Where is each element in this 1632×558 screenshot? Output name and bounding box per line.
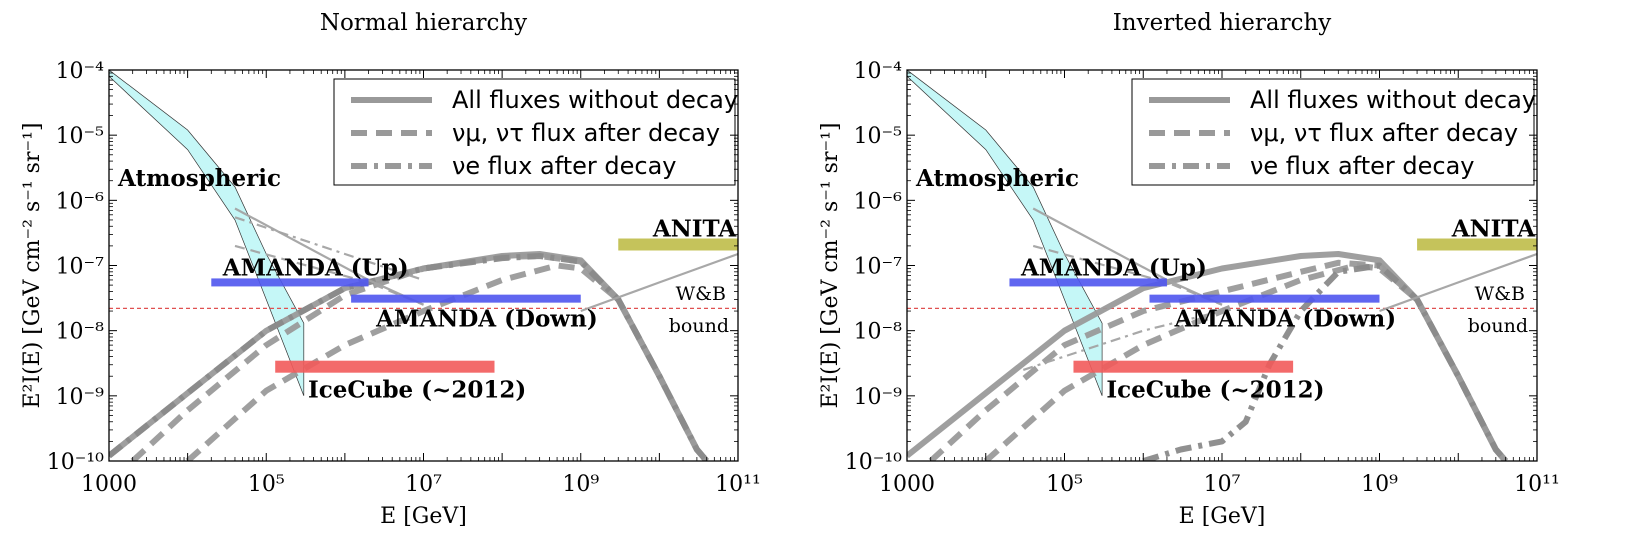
chart-title: Normal hierarchy [320, 10, 527, 36]
band-amanda-down [1149, 294, 1380, 303]
y-tick-label: 10⁻⁴ [854, 59, 903, 84]
label-amanda-up: AMANDA (Up) [1020, 254, 1207, 281]
legend-entry-dashed: νμ, ντ flux after decay [452, 119, 720, 147]
label-wb: W&B [676, 283, 726, 305]
x-axis-label: E [GeV] [1179, 504, 1266, 529]
y-tick-label: 10⁻⁸ [56, 320, 105, 345]
plot-area [109, 70, 738, 461]
band-anita [618, 238, 738, 251]
y-tick-label: 10⁻⁶ [854, 189, 903, 214]
series-3 [130, 253, 709, 461]
y-axis-label: E²I(E) [GeV cm⁻² s⁻¹ sr⁻¹] [20, 123, 45, 409]
legend-entry-dashdot: νe flux after decay [452, 152, 676, 180]
series-8 [580, 252, 738, 313]
y-tick-label: 10⁻⁴ [56, 59, 105, 84]
band-icecube-2012 [1073, 360, 1294, 373]
legend-entry-dashed: νμ, ντ flux after decay [1250, 119, 1518, 147]
label-amanda-down: AMANDA (Down) [375, 306, 598, 333]
band-anita [1417, 238, 1537, 251]
label-icecube-2012: IceCube (~2012) [1106, 377, 1324, 404]
y-tick-label: 10⁻⁵ [854, 124, 902, 149]
y-tick-label: 10⁻¹⁰ [47, 450, 104, 475]
x-tick-label: 10⁵ [248, 472, 285, 497]
x-tick-label: 10⁹ [1361, 472, 1398, 497]
y-tick-label: 10⁻⁵ [56, 124, 104, 149]
label-anita: ANITA [652, 216, 737, 243]
x-tick-label: 10⁹ [562, 472, 599, 497]
y-tick-label: 10⁻⁷ [56, 255, 105, 280]
plot-area [907, 70, 1537, 461]
x-tick-label: 1000 [879, 472, 935, 497]
label-wb: W&B [1475, 283, 1525, 305]
series-4 [109, 253, 709, 461]
y-tick-label: 10⁻⁸ [854, 320, 903, 345]
x-tick-label: 10¹¹ [715, 472, 761, 497]
legend-entry-dashdot: νe flux after decay [1250, 152, 1474, 180]
x-tick-label: 1000 [81, 472, 137, 497]
label-bound: bound [1468, 315, 1528, 337]
x-tick-label: 10¹¹ [1514, 472, 1560, 497]
label-icecube-2012: IceCube (~2012) [308, 377, 526, 404]
band-amanda-down [351, 294, 581, 303]
series-1 [109, 251, 709, 461]
series-2 [983, 262, 1508, 461]
legend-entry-solid: All fluxes without decay [1250, 86, 1536, 114]
band-icecube-2012 [275, 360, 495, 373]
legend: All fluxes without decay νμ, ντ flux afte… [333, 78, 738, 186]
band-amanda-up [211, 278, 369, 287]
x-axis-label: E [GeV] [380, 504, 467, 529]
chart-panel-1: Normal hierarchy E [GeV] E²I(E) [GeV cm⁻² … [20, 10, 761, 529]
y-tick-label: 10⁻⁷ [854, 255, 903, 280]
series-8 [1379, 252, 1537, 313]
chart-panel-2: Inverted hierarchy E [GeV] E²I(E) [GeV cm⁻… [818, 10, 1560, 529]
atmospheric-band [109, 70, 305, 396]
y-tick-label: 10⁻⁹ [854, 385, 903, 410]
y-tick-label: 10⁻¹⁰ [845, 450, 902, 475]
label-atmospheric: Atmospheric [915, 165, 1079, 192]
x-tick-label: 10⁵ [1046, 472, 1083, 497]
chart-title: Inverted hierarchy [1113, 10, 1332, 36]
series-1 [907, 251, 1508, 461]
atmospheric-band [907, 70, 1103, 396]
legend-entry-solid: All fluxes without decay [452, 86, 738, 114]
x-tick-label: 10⁷ [1204, 472, 1241, 497]
series-4 [1142, 262, 1508, 461]
y-tick-label: 10⁻⁹ [56, 385, 105, 410]
band-amanda-up [1009, 278, 1167, 287]
label-amanda-up: AMANDA (Up) [222, 254, 409, 281]
legend: All fluxes without decay νμ, ντ flux afte… [1131, 78, 1536, 186]
y-axis-label: E²I(E) [GeV cm⁻² s⁻¹ sr⁻¹] [818, 123, 843, 409]
y-tick-label: 10⁻⁶ [56, 189, 105, 214]
label-anita: ANITA [1451, 216, 1536, 243]
label-atmospheric: Atmospheric [117, 165, 281, 192]
series-6 [234, 216, 424, 282]
x-tick-label: 10⁷ [405, 472, 442, 497]
label-amanda-down: AMANDA (Down) [1174, 306, 1397, 333]
label-bound: bound [669, 315, 729, 337]
